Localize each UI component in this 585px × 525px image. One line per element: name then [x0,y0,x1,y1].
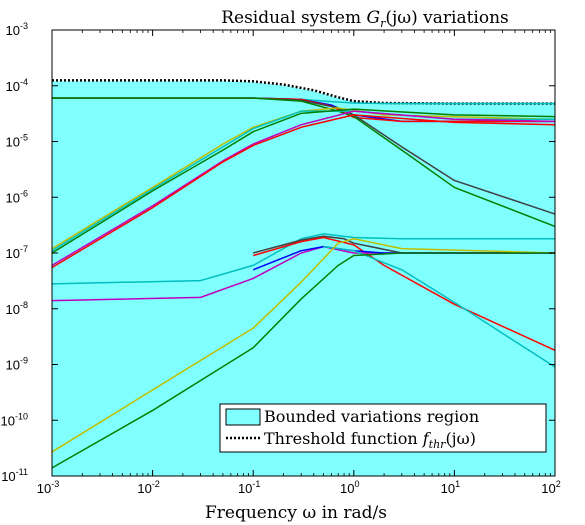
y-tick-label: 10-11 [1,467,28,484]
x-tick-label: 10-3 [37,479,59,496]
y-tick-label: 10-8 [6,300,28,317]
x-axis-label: Frequency ω in rad/s [205,503,387,523]
y-tick-label: 10-6 [6,188,28,205]
x-tick-label: 10-2 [137,479,159,496]
series-line-13 [252,236,556,351]
series-layer [51,79,556,469]
legend-label-region: Bounded variations region [264,407,479,426]
legend-box [219,403,547,453]
y-tick-label: 10-9 [6,356,28,373]
series-line-9 [51,110,556,267]
legend-label-threshold: Threshold function fthr(jω) [264,429,476,451]
chart-title: Residual system Gr(jω) variations [221,8,509,30]
y-tick-label: 10-10 [1,411,28,428]
y-tick-label: 10-3 [6,21,28,38]
series-line-17 [51,238,556,453]
series-line-11 [51,233,555,285]
ticks-layer: 10-3 10-2 10-1 100 101 102 10-11 10-10 10-9 10-8 1… [1,21,561,496]
series-line-18 [51,252,555,469]
legend-swatch-region [225,408,261,426]
series-line-16 [323,245,556,368]
series-line-10 [51,114,556,269]
y-tick-label: 10-4 [6,77,28,94]
x-tick-label: 102 [541,479,560,496]
y-tick-label: 10-5 [6,133,28,150]
x-tick-label: 10-1 [238,479,260,496]
series-line-8 [51,108,556,254]
x-tick-label: 100 [340,479,359,496]
y-tick-label: 10-7 [6,244,28,261]
legend: Bounded variations region Threshold func… [219,403,547,453]
x-tick-label: 101 [441,479,460,496]
